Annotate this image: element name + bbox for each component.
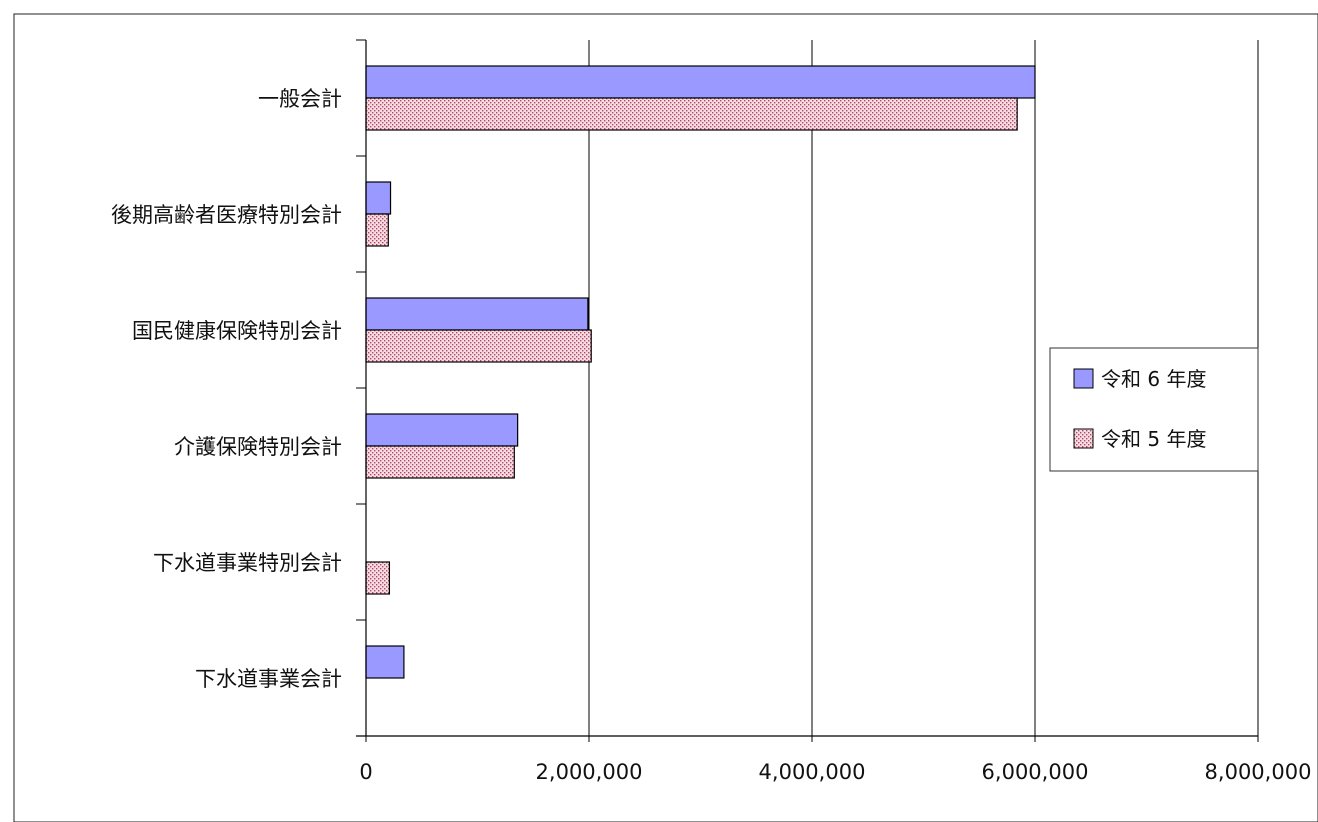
x-tick-label: 6,000,000	[982, 760, 1089, 784]
bar-series-2	[365, 561, 391, 595]
bar-series-2	[365, 329, 592, 363]
x-tick-label: 4,000,000	[759, 760, 866, 784]
legend: 令和 6 年度 令和 5 年度	[1049, 347, 1259, 472]
category-label: 一般会計	[258, 87, 342, 111]
category-label: 後期高齢者医療特別会計	[111, 203, 342, 227]
bar-series-1	[365, 65, 1036, 99]
x-tick-label: 8,000,000	[1205, 760, 1312, 784]
legend-swatch-series-2	[1073, 428, 1094, 449]
legend-label-series-1: 令和 6 年度	[1101, 367, 1206, 391]
x-tick-labels: 0 2,000,000 4,000,000 6,000,000 8,000,000	[359, 760, 1311, 784]
category-label: 介護保険特別会計	[174, 435, 342, 459]
legend-swatch-series-1	[1073, 368, 1094, 389]
bar-series-1	[365, 413, 519, 447]
bar-series-1	[365, 181, 392, 215]
x-tick-label: 0	[359, 760, 372, 784]
axes	[356, 40, 1258, 737]
bar-series-1	[365, 297, 589, 331]
x-tick-label: 2,000,000	[536, 760, 643, 784]
category-label: 下水道事業特別会計	[153, 551, 342, 575]
legend-label-series-2: 令和 5 年度	[1101, 427, 1206, 451]
bar-series-2	[365, 97, 1018, 131]
category-labels: 一般会計後期高齢者医療特別会計国民健康保険特別会計介護保険特別会計下水道事業特別…	[111, 87, 342, 691]
category-label: 国民健康保険特別会計	[132, 319, 342, 343]
bar-series-2	[365, 213, 389, 247]
category-label: 下水道事業会計	[195, 667, 342, 691]
bar-series-1	[365, 645, 405, 679]
bar-series-2	[365, 445, 515, 479]
